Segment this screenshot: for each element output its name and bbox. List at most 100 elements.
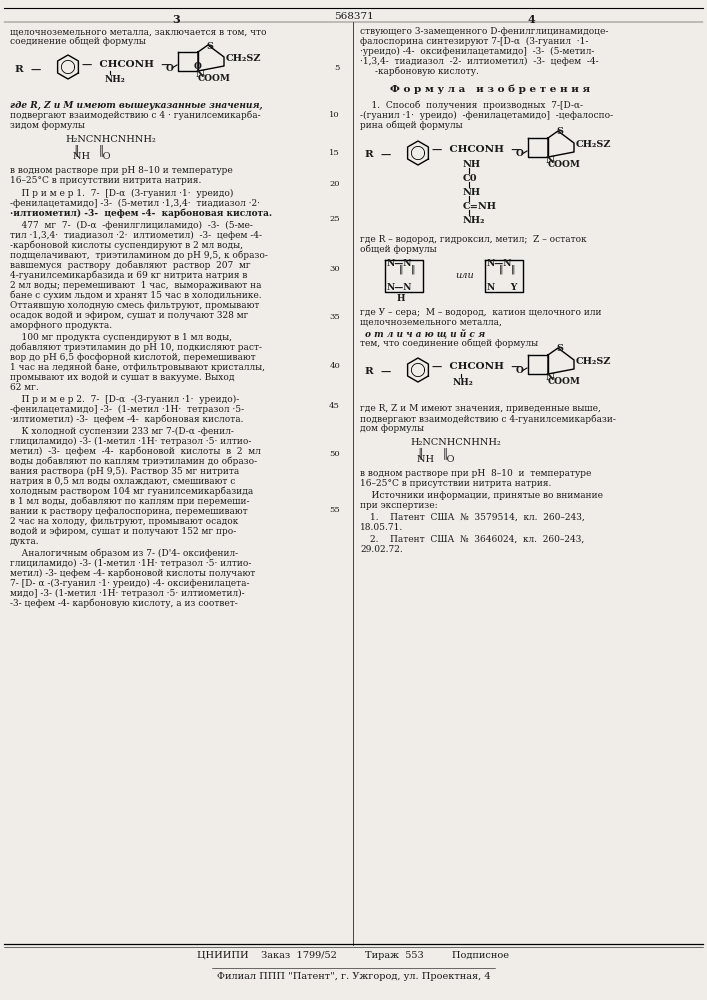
Text: общей формулы: общей формулы <box>360 245 437 254</box>
Text: ·илтиометил) -3-  цефем -4-  карбоновая кислота.: ·илтиометил) -3- цефем -4- карбоновая ки… <box>10 415 243 424</box>
Text: -фенилацетамидо] -3-  (5-метил ·1,3,4·  тиадиазол ·2·: -фенилацетамидо] -3- (5-метил ·1,3,4· ти… <box>10 199 260 208</box>
Text: мидо] -3- (1-метил ·1H· тетразол ·5· илтиометил)-: мидо] -3- (1-метил ·1H· тетразол ·5· илт… <box>10 589 245 598</box>
Text: 25: 25 <box>329 215 340 223</box>
Text: в водном растворе при pH  8–10  и  температуре: в водном растворе при pH 8–10 и температ… <box>360 469 591 478</box>
Text: аморфного продукта.: аморфного продукта. <box>10 321 112 330</box>
Text: глициламидо) -3- (1-метил ·1H· тетразол ·5· илтио-: глициламидо) -3- (1-метил ·1H· тетразол … <box>10 437 252 446</box>
Text: —  CHCONH  —: — CHCONH — <box>432 362 522 371</box>
Text: где У – сера;  М – водород,  катион щелочного или: где У – сера; М – водород, катион щелочн… <box>360 308 602 317</box>
Text: R  —: R — <box>365 150 391 159</box>
Text: NH: NH <box>463 188 481 197</box>
Text: NH: NH <box>463 160 481 169</box>
Text: S: S <box>556 127 563 136</box>
Text: 1.  Способ  получения  производных  7-[D-α-: 1. Способ получения производных 7-[D-α- <box>360 101 583 110</box>
Text: бане с сухим льдом и хранят 15 час в холодильнике.: бане с сухим льдом и хранят 15 час в хол… <box>10 291 262 300</box>
Text: водой и эфиром, сушат и получают 152 мг про-: водой и эфиром, сушат и получают 152 мг … <box>10 527 236 536</box>
Text: ЦНИИПИ    Заказ  1799/52         Тираж  553         Подписное: ЦНИИПИ Заказ 1799/52 Тираж 553 Подписное <box>197 951 510 960</box>
Text: O: O <box>516 149 524 158</box>
Text: подвергают взаимодействию с 4-гуанилсемикарбази-: подвергают взаимодействию с 4-гуанилсеми… <box>360 414 616 424</box>
Text: метил)  -3-  цефем  -4-  карбоновой  кислоты  в  2  мл: метил) -3- цефем -4- карбоновой кислоты … <box>10 447 261 456</box>
Text: при экспертизе:: при экспертизе: <box>360 501 438 510</box>
Text: ·1,3,4-  тиадиазол  -2-  илтиометил)  -3-  цефем  -4-: ·1,3,4- тиадиазол -2- илтиометил) -3- це… <box>360 57 599 66</box>
Text: П р и м е р 2.  7-  [D-α  -(3-гуанил ·1·  уреидо)-: П р и м е р 2. 7- [D-α -(3-гуанил ·1· ур… <box>10 395 239 404</box>
Text: 1 час на ледяной бане, отфильтровывают кристаллы,: 1 час на ледяной бане, отфильтровывают к… <box>10 363 265 372</box>
Text: 2.    Патент  США  №  3646024,  кл.  260–243,: 2. Патент США № 3646024, кл. 260–243, <box>370 535 584 544</box>
Text: 1.    Патент  США  №  3579514,  кл.  260–243,: 1. Патент США № 3579514, кл. 260–243, <box>370 513 585 522</box>
Text: NH    O: NH O <box>73 152 110 161</box>
Text: 2 мл воды; перемешивают  1 час,  вымораживают на: 2 мл воды; перемешивают 1 час, выморажив… <box>10 281 262 290</box>
Text: -карбоновую кислоту.: -карбоновую кислоту. <box>375 67 479 77</box>
Text: вания раствора (pH 9,5). Раствор 35 мг нитрита: вания раствора (pH 9,5). Раствор 35 мг н… <box>10 467 239 476</box>
Text: CH₂SZ: CH₂SZ <box>226 54 262 63</box>
Text: R  —: R — <box>15 65 41 74</box>
Text: R  —: R — <box>365 367 391 376</box>
Text: 40: 40 <box>329 362 340 370</box>
Text: ║      ║: ║ ║ <box>418 447 448 459</box>
Text: или: или <box>455 271 474 280</box>
Text: 55: 55 <box>329 506 340 514</box>
Text: N: N <box>196 70 205 79</box>
Text: N—N: N—N <box>487 259 513 268</box>
Text: S: S <box>206 42 213 51</box>
Text: рина общей формулы: рина общей формулы <box>360 121 462 130</box>
Text: щелочноземельного металла, заключается в том, что: щелочноземельного металла, заключается в… <box>10 27 267 36</box>
Text: COOM: COOM <box>198 74 231 83</box>
Text: 50: 50 <box>329 450 340 458</box>
Text: где R – водород, гидроксил, метил;  Z – остаток: где R – водород, гидроксил, метил; Z – о… <box>360 235 587 244</box>
Text: в 1 мл воды, добавляют по каплям при перемеши-: в 1 мл воды, добавляют по каплям при пер… <box>10 497 250 506</box>
Text: натрия в 0,5 мл воды охлаждают, смешивают с: натрия в 0,5 мл воды охлаждают, смешиваю… <box>10 477 235 486</box>
Text: NH    O: NH O <box>417 455 455 464</box>
Text: 100 мг продукта суспендируют в 1 мл воды,: 100 мг продукта суспендируют в 1 мл воды… <box>10 333 232 342</box>
Text: о т л и ч а ю щ и й с я: о т л и ч а ю щ и й с я <box>365 328 485 338</box>
Text: 16–25°С в присутствии нитрита натрия.: 16–25°С в присутствии нитрита натрия. <box>10 176 201 185</box>
Text: ‖: ‖ <box>511 265 515 274</box>
Text: C=NH: C=NH <box>463 202 497 211</box>
Text: фалоспорина синтезируют 7-[D-α  (3-гуанил  ·1-: фалоспорина синтезируют 7-[D-α (3-гуанил… <box>360 37 588 46</box>
Text: воды добавляют по каплям триэтиламин до образо-: воды добавляют по каплям триэтиламин до … <box>10 457 257 466</box>
Text: где R, Z и М имеют значения, приведенные выше,: где R, Z и М имеют значения, приведенные… <box>360 404 601 413</box>
Text: дукта.: дукта. <box>10 537 40 546</box>
Text: щелочноземельного металла,: щелочноземельного металла, <box>360 318 502 327</box>
Text: тем, что соединение общей формулы: тем, что соединение общей формулы <box>360 338 538 348</box>
Text: 7- [D- α -(3-гуанил ·1· уреидо) -4- оксифенилацета-: 7- [D- α -(3-гуанил ·1· уреидо) -4- окси… <box>10 579 250 588</box>
Text: —  CHCONH  —: — CHCONH — <box>432 145 522 154</box>
Text: O: O <box>166 64 174 73</box>
Text: Источники информации, принятые во внимание: Источники информации, принятые во вниман… <box>360 491 603 500</box>
Text: N: N <box>546 156 555 165</box>
Text: NH₂: NH₂ <box>463 216 486 225</box>
Text: COOM: COOM <box>548 377 581 386</box>
Text: N—N: N—N <box>387 283 412 292</box>
Text: CH₂SZ: CH₂SZ <box>576 357 612 366</box>
Text: NH₂: NH₂ <box>453 378 474 387</box>
Text: подщелачивают,  триэтиламином до pH 9,5, к образо-: подщелачивают, триэтиламином до pH 9,5, … <box>10 251 268 260</box>
Text: вании к раствору цефалоспорина, перемешивают: вании к раствору цефалоспорина, перемеши… <box>10 507 247 516</box>
Text: 16–25°С в присутствии нитрита натрия.: 16–25°С в присутствии нитрита натрия. <box>360 479 551 488</box>
Text: ‖: ‖ <box>411 265 416 274</box>
Text: Филиал ППП "Патент", г. Ужгород, ул. Проектная, 4: Филиал ППП "Патент", г. Ужгород, ул. Про… <box>216 972 491 981</box>
Text: ствующего 3-замещенного D-фенилглицинамидоце-: ствующего 3-замещенного D-фенилглицинами… <box>360 27 609 36</box>
Text: -карбоновой кислоты суспендируют в 2 мл воды,: -карбоновой кислоты суспендируют в 2 мл … <box>10 241 243 250</box>
Text: O: O <box>194 62 202 71</box>
Text: вор до pH 6,5 фосфорной кислотой, перемешивают: вор до pH 6,5 фосфорной кислотой, переме… <box>10 353 256 362</box>
Text: 15: 15 <box>329 149 340 157</box>
Text: 62 мг.: 62 мг. <box>10 383 39 392</box>
Text: П р и м е р 1.  7-  [D-α  (3-гуанил ·1·  уреидо): П р и м е р 1. 7- [D-α (3-гуанил ·1· уре… <box>10 189 233 198</box>
Text: 4-гуанилсемикарбазида и 69 кг нитрита натрия в: 4-гуанилсемикарбазида и 69 кг нитрита на… <box>10 271 247 280</box>
Text: N: N <box>546 373 555 382</box>
Text: -3- цефем -4- карбоновую кислоту, а из соответ-: -3- цефем -4- карбоновую кислоту, а из с… <box>10 599 238 608</box>
Text: O: O <box>516 366 524 375</box>
Text: ·уреидо) -4-  оксифенилацетамидо]  -3-  (5-метил-: ·уреидо) -4- оксифенилацетамидо] -3- (5-… <box>360 47 595 56</box>
Text: метил) -3- цефем -4- карбоновой кислоты получают: метил) -3- цефем -4- карбоновой кислоты … <box>10 569 255 578</box>
Text: Оттаявшую холодную смесь фильтруют, промывают: Оттаявшую холодную смесь фильтруют, пром… <box>10 301 259 310</box>
Text: H₂NCNHCNHNH₂: H₂NCNHCNHNH₂ <box>410 438 501 447</box>
Text: осадок водой и эфиром, сушат и получают 328 мг: осадок водой и эфиром, сушат и получают … <box>10 311 248 320</box>
Text: тил ·1,3,4·  тиадиазол ·2·  илтиометил)  -3-  цефем -4-: тил ·1,3,4· тиадиазол ·2· илтиометил) -3… <box>10 231 262 240</box>
Text: ‖: ‖ <box>499 265 503 274</box>
Text: К холодной суспензии 233 мг 7-(D-α -фенил-: К холодной суспензии 233 мг 7-(D-α -фени… <box>10 427 234 436</box>
Text: ║      ║: ║ ║ <box>74 144 105 156</box>
Text: CH₂SZ: CH₂SZ <box>576 140 612 149</box>
Text: 4: 4 <box>527 14 535 25</box>
Text: C0: C0 <box>463 174 478 183</box>
Text: N     Y: N Y <box>487 283 518 292</box>
Text: 18.05.71.: 18.05.71. <box>360 523 403 532</box>
